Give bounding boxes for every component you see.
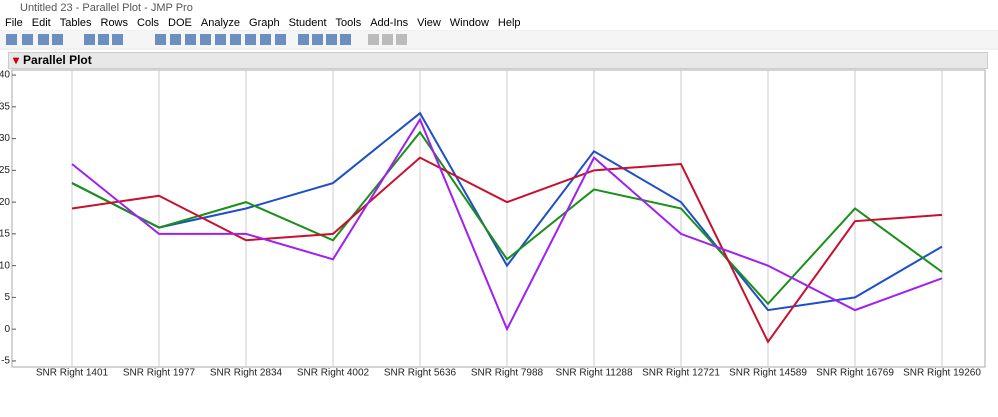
menu-item[interactable]: Edit — [31, 17, 51, 29]
menu-item[interactable]: File — [5, 17, 23, 29]
menu-item[interactable]: Student — [288, 17, 327, 29]
y-tick-label: 10 — [0, 260, 10, 271]
y-tick-label: 30 — [0, 133, 10, 144]
x-tick-label: SNR Right 14589 — [729, 368, 807, 379]
toolbar-icons — [6, 34, 407, 45]
y-tick-label: 25 — [0, 165, 10, 176]
series-line — [71, 111, 943, 312]
x-tick-label: SNR Right 1977 — [123, 368, 196, 379]
menu-item[interactable]: Cols — [137, 17, 160, 29]
x-tick-label: SNR Right 19260 — [903, 368, 981, 379]
y-tick-label: 20 — [0, 197, 10, 208]
series-line — [71, 117, 943, 332]
y-tick-label: -5 — [1, 356, 10, 367]
panel-header[interactable]: ▾ Parallel Plot — [8, 52, 988, 69]
menu-item[interactable]: Rows — [100, 17, 129, 29]
title-bar: Untitled 23 - Parallel Plot - JMP Pro — [0, 0, 998, 16]
menu-item[interactable]: Analyze — [200, 17, 241, 29]
y-tick-label: 0 — [4, 324, 10, 335]
y-tick-label: 35 — [0, 101, 10, 112]
menu-item[interactable]: Tools — [335, 17, 362, 29]
x-tick-label: SNR Right 5636 — [384, 368, 457, 379]
menu-item[interactable]: Add-Ins — [370, 17, 409, 29]
y-tick-label: 5 — [4, 292, 10, 303]
toolbar — [0, 31, 998, 48]
x-tick-label: SNR Right 2834 — [210, 368, 283, 379]
x-tick-label: SNR Right 1401 — [36, 368, 109, 379]
menu-item[interactable]: Window — [449, 17, 489, 29]
y-tick-label: 15 — [0, 229, 10, 240]
menu-item[interactable]: Help — [497, 17, 521, 29]
menu-item[interactable]: Tables — [59, 17, 92, 29]
panel-title: Parallel Plot — [23, 53, 92, 67]
menu-bar: File Edit Tables Rows Cols DOE Analyze Graph Stu… — [0, 16, 998, 30]
series-line — [71, 130, 943, 306]
x-tick-label: SNR Right 16769 — [816, 368, 894, 379]
x-tick-label: SNR Right 12721 — [642, 368, 720, 379]
x-tick-label: SNR Right 11288 — [555, 368, 633, 379]
plot-frame — [11, 69, 986, 368]
y-tick-label: 40 — [0, 70, 10, 81]
menu-item[interactable]: View — [417, 17, 441, 29]
menu-item[interactable]: Graph — [249, 17, 280, 29]
window-title: Untitled 23 - Parallel Plot - JMP Pro — [20, 2, 193, 14]
menu-item[interactable]: DOE — [168, 17, 192, 29]
x-tick-label: SNR Right 4002 — [297, 368, 370, 379]
x-tick-label: SNR Right 7988 — [471, 368, 544, 379]
series-line — [71, 156, 943, 344]
tool-icons — [6, 34, 407, 45]
